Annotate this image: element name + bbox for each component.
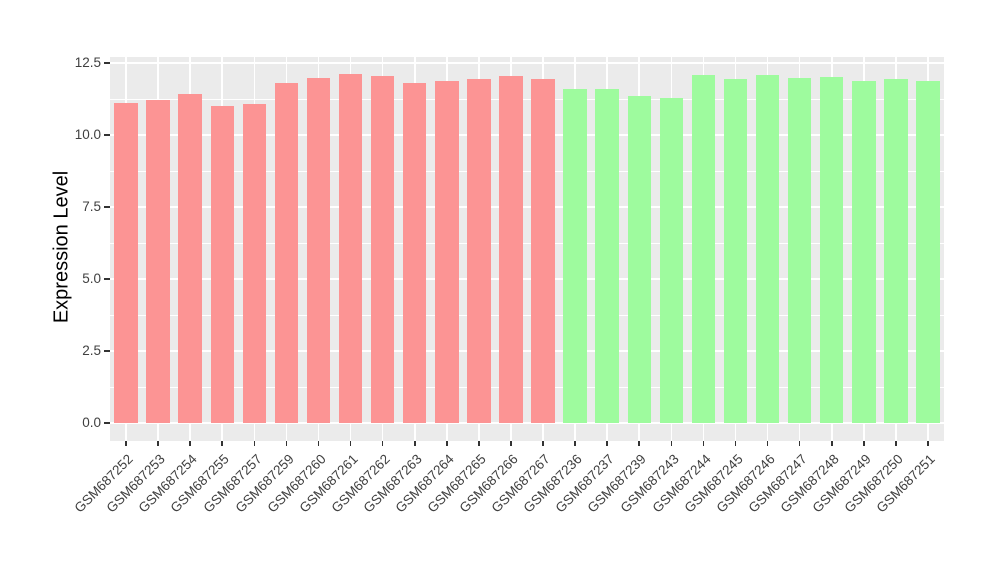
x-tick-mark [189, 441, 191, 446]
x-tick-mark [510, 441, 512, 446]
y-tick-label: 10.0 [74, 127, 101, 142]
h-gridline-minor [110, 242, 944, 244]
x-tick-mark [381, 441, 384, 446]
x-tick-mark [285, 441, 288, 446]
x-tick-mark [157, 441, 159, 446]
y-tick-mark [104, 62, 110, 64]
h-gridline-major [110, 134, 944, 136]
bar [467, 79, 491, 423]
y-tick-mark [104, 422, 110, 424]
y-tick-mark [104, 278, 110, 280]
y-axis-title: Expression Level [50, 170, 73, 324]
x-tick-mark [670, 441, 673, 446]
y-tick-label: 7.5 [82, 199, 101, 214]
x-tick-mark [125, 441, 127, 446]
bar [370, 75, 395, 423]
bar [819, 76, 844, 423]
x-tick-mark [895, 441, 897, 446]
y-tick-label: 0.0 [82, 415, 101, 430]
x-tick-mark [638, 441, 641, 446]
x-tick-mark [413, 441, 416, 446]
bar [563, 89, 587, 423]
bar [884, 79, 908, 423]
h-gridline-minor [110, 170, 944, 172]
bar [531, 78, 555, 423]
x-tick-mark [830, 441, 833, 446]
y-tick-label: 12.5 [74, 55, 101, 70]
bar [402, 83, 427, 423]
bar [178, 93, 202, 423]
x-tick-mark [734, 441, 737, 446]
x-tick-mark [798, 441, 801, 446]
h-gridline-major [110, 62, 944, 64]
y-tick-mark [104, 206, 110, 208]
bar [595, 88, 619, 423]
x-tick-mark [927, 441, 929, 446]
x-tick-mark [574, 441, 576, 446]
x-tick-mark [542, 441, 544, 446]
bar [659, 97, 684, 423]
x-tick-mark [863, 441, 865, 446]
x-tick-mark [317, 441, 320, 446]
bar [114, 103, 138, 423]
x-tick-mark [766, 441, 769, 446]
bar [435, 81, 459, 423]
x-tick-mark [606, 441, 608, 446]
y-tick-mark [104, 134, 110, 136]
h-gridline-minor [110, 314, 944, 316]
bar [787, 77, 812, 423]
bar [306, 77, 331, 423]
y-tick-mark [104, 350, 110, 352]
x-tick-mark [446, 441, 448, 446]
x-tick-mark [702, 441, 705, 446]
h-gridline-minor [110, 98, 944, 100]
bar [242, 104, 267, 423]
h-gridline-major [110, 422, 944, 424]
y-tick-label: 5.0 [82, 271, 101, 286]
bar [852, 80, 876, 423]
x-tick-mark [349, 441, 352, 446]
h-gridline-major [110, 278, 944, 280]
bar [274, 82, 299, 423]
bar [916, 81, 940, 423]
h-gridline-major [110, 350, 944, 352]
x-tick-mark [221, 441, 224, 446]
h-gridline-minor [110, 386, 944, 388]
bar [627, 95, 652, 423]
y-tick-label: 2.5 [82, 343, 101, 358]
bar [755, 75, 780, 423]
h-gridline-major [110, 206, 944, 208]
bar [210, 105, 235, 423]
x-tick-mark [253, 441, 256, 446]
chart-panel [110, 57, 944, 441]
bar [723, 78, 748, 423]
bar [338, 73, 363, 423]
bar [691, 75, 716, 423]
bar [146, 99, 170, 423]
x-tick-mark [478, 441, 480, 446]
bar [499, 75, 523, 423]
